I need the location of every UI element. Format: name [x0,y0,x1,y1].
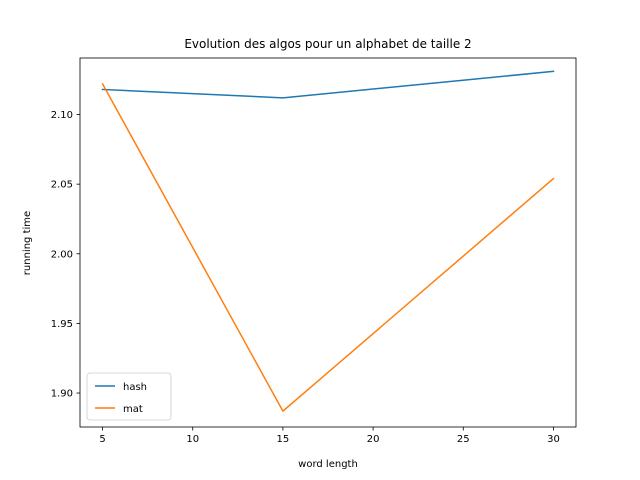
y-tick-label: 1.95 [51,319,73,330]
y-axis-label: running time [22,211,33,275]
x-tick-label: 25 [457,434,470,445]
x-tick-label: 20 [367,434,380,445]
legend-entry-mat: mat [123,404,143,415]
legend-entry-hash: hash [123,382,147,393]
y-tick-label: 2.10 [51,110,73,121]
plot-area [101,70,555,412]
y-tick-label: 2.05 [51,180,73,191]
legend: hash mat [86,372,172,421]
y-tick-label: 2.00 [51,249,73,260]
series-line-mat [101,82,555,412]
x-axis-label: word length [298,459,358,470]
x-tick-label: 30 [547,434,560,445]
series-line-hash [101,70,555,99]
x-tick-label: 10 [186,434,199,445]
y-tick-label: 1.90 [51,389,73,400]
x-tick-label: 5 [99,434,105,445]
x-tick-label: 15 [277,434,290,445]
axes-frame [79,57,577,428]
axes: 5 10 15 20 25 30 1.90 1.95 2.00 2.05 2.10 [51,57,577,445]
chart-title: Evolution des algos pour un alphabet de … [184,37,471,51]
